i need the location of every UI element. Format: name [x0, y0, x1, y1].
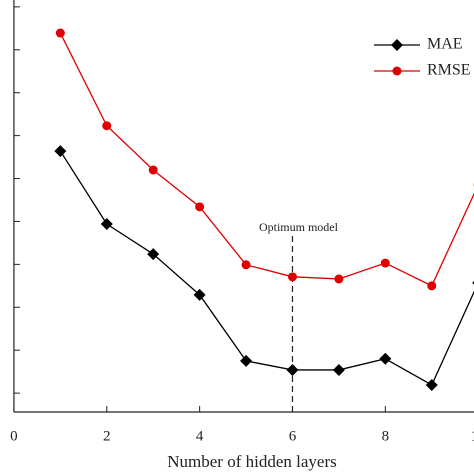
marker [334, 274, 344, 284]
x-tick-label: 6 [289, 428, 297, 444]
x-tick-label: 0 [10, 428, 18, 444]
series-line [59, 32, 474, 287]
marker [195, 202, 205, 212]
marker [427, 281, 437, 291]
marker [55, 28, 65, 38]
marker [148, 165, 158, 175]
marker [147, 248, 160, 261]
x-tick-label: 4 [196, 428, 204, 444]
marker [100, 218, 113, 231]
marker [332, 363, 345, 376]
marker [379, 352, 392, 365]
marker [286, 363, 299, 376]
legend-marker [392, 66, 402, 76]
marker [54, 145, 67, 158]
x-axis-title: Number of hidden layers [167, 452, 336, 471]
x-tick-label: 8 [382, 428, 390, 444]
annotation-text: Optimum model [259, 220, 339, 234]
marker [380, 258, 390, 268]
x-tick-label: 2 [103, 428, 111, 444]
marker [193, 288, 206, 301]
marker [425, 378, 438, 391]
marker [102, 121, 112, 131]
series-line [59, 150, 474, 386]
legend-label: RMSE [427, 62, 471, 79]
marker [287, 272, 297, 282]
marker [240, 354, 253, 367]
x-tick-label: 10 [471, 428, 474, 444]
legend-marker [391, 39, 403, 51]
marker [241, 260, 251, 270]
legend-label: MAE [427, 36, 463, 53]
